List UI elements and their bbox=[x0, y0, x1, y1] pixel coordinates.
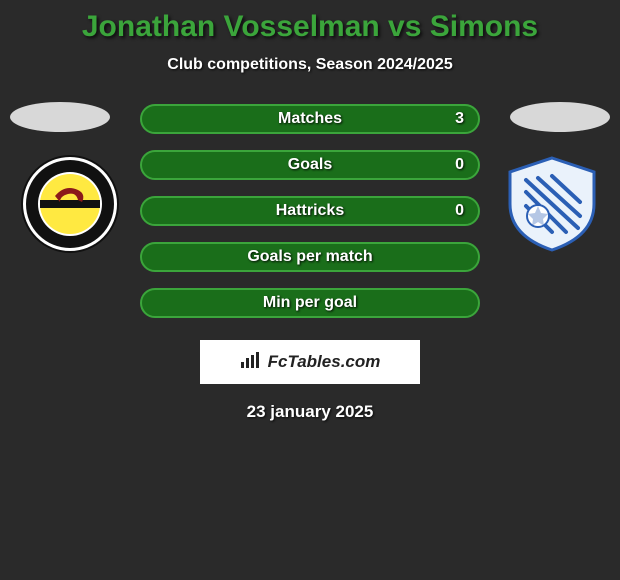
page-title: Jonathan Vosselman vs Simons bbox=[0, 10, 620, 44]
stat-value-right: 0 bbox=[455, 156, 464, 174]
comparison-card: Jonathan Vosselman vs Simons Club compet… bbox=[0, 0, 620, 422]
player-photo-right bbox=[510, 102, 610, 132]
bar-chart-icon bbox=[240, 351, 262, 374]
stat-row-goals-per-match: Goals per match bbox=[140, 242, 480, 272]
club-badge-right bbox=[502, 154, 602, 254]
player-photo-left bbox=[10, 102, 110, 132]
stat-label: Min per goal bbox=[263, 294, 357, 312]
stat-rows: Matches 3 Goals 0 Hattricks 0 Goals per … bbox=[140, 104, 480, 318]
stats-area: Matches 3 Goals 0 Hattricks 0 Goals per … bbox=[0, 104, 620, 422]
stat-label: Hattricks bbox=[276, 202, 344, 220]
stat-label: Matches bbox=[278, 110, 342, 128]
stat-row-matches: Matches 3 bbox=[140, 104, 480, 134]
stat-value-right: 0 bbox=[455, 202, 464, 220]
stat-value-right: 3 bbox=[455, 110, 464, 128]
stat-label: Goals bbox=[288, 156, 332, 174]
date-label: 23 january 2025 bbox=[0, 402, 620, 422]
stat-row-goals: Goals 0 bbox=[140, 150, 480, 180]
brand-text: FcTables.com bbox=[268, 352, 381, 372]
subtitle: Club competitions, Season 2024/2025 bbox=[0, 56, 620, 74]
club-badge-left bbox=[20, 154, 120, 254]
stat-row-min-per-goal: Min per goal bbox=[140, 288, 480, 318]
stat-row-hattricks: Hattricks 0 bbox=[140, 196, 480, 226]
brand-logo: FcTables.com bbox=[200, 340, 420, 384]
stat-label: Goals per match bbox=[247, 248, 372, 266]
